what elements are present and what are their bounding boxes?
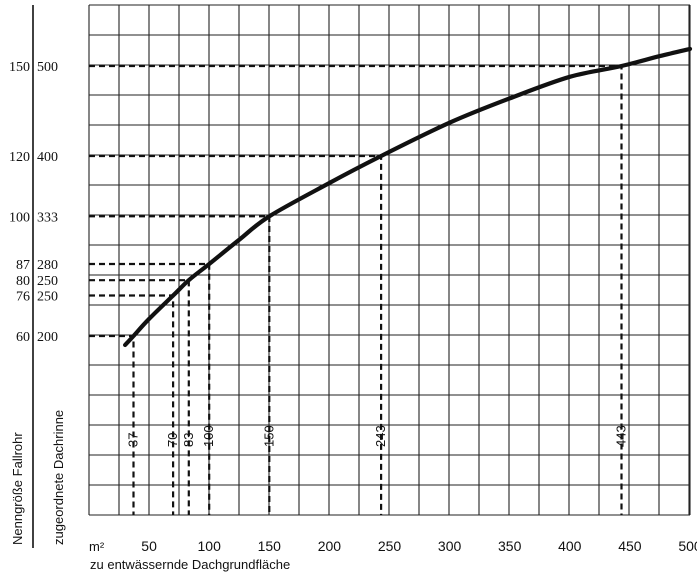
downpipe-size-label: 60 <box>16 330 30 345</box>
gutter-size-label: 250 <box>37 274 58 289</box>
series-curve <box>123 46 693 348</box>
downpipe-size-label: 150 <box>9 60 30 75</box>
reference-x-label: 70 <box>165 433 180 447</box>
reference-x-label: 37 <box>126 433 141 447</box>
gutter-size-label: 200 <box>37 330 58 345</box>
x-tick-label: 100 <box>198 538 222 554</box>
reference-x-label: 443 <box>614 425 629 447</box>
reference-guide <box>89 294 175 515</box>
x-tick-label: 200 <box>318 538 342 554</box>
gutter-size-label: 500 <box>37 60 58 75</box>
x-axis-title: zu entwässernde Dachgrundfläche <box>90 557 290 572</box>
reference-x-label: 243 <box>373 425 388 447</box>
gutter-size-label: 400 <box>37 150 58 165</box>
downpipe-size-label: 80 <box>16 274 30 289</box>
reference-x-label: 150 <box>261 425 276 447</box>
x-tick-label: 150 <box>258 538 282 554</box>
downpipe-size-label: 100 <box>9 210 30 225</box>
labels: 50 100 150 200 250 300 350 400 450 500 37 60 200 70 76… <box>9 60 697 554</box>
y-axis-title-gutter: zugeordnete Dachrinne <box>51 410 66 545</box>
x-tick-label: 250 <box>378 538 402 554</box>
reference-x-label: 100 <box>201 425 216 447</box>
x-tick-label: 450 <box>618 538 642 554</box>
reference-guide <box>89 279 190 515</box>
x-tick-label: 350 <box>498 538 522 554</box>
x-tick-label: 500 <box>678 538 697 554</box>
downpipe-size-label: 120 <box>9 150 30 165</box>
downpipe-size-label: 76 <box>16 290 30 305</box>
reference-x-label: 83 <box>181 433 196 447</box>
downpipe-size-label: 87 <box>16 258 30 273</box>
x-tick-label: 400 <box>558 538 582 554</box>
x-axis-unit: m² <box>89 539 105 554</box>
x-tick-label: 300 <box>438 538 462 554</box>
gutter-size-label: 250 <box>37 290 58 305</box>
x-tick-label: 50 <box>141 538 157 554</box>
gutter-size-label: 280 <box>37 258 58 273</box>
gutter-size-label: 333 <box>37 210 58 225</box>
y-axis-title-downpipe: Nenngröße Fallrohr <box>10 432 25 545</box>
